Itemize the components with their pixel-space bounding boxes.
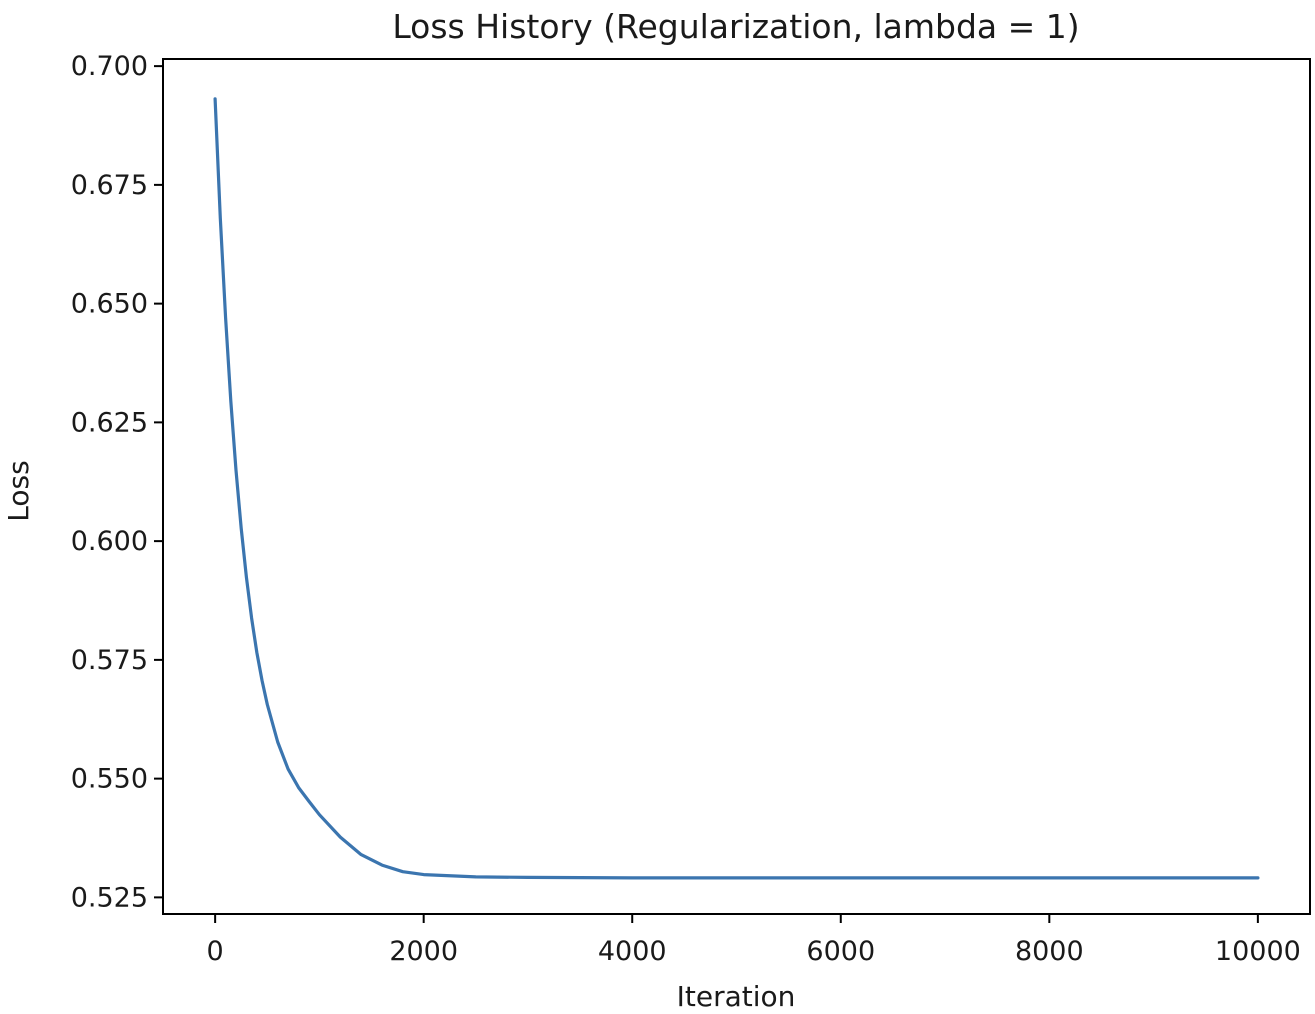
x-tick-label: 2000 <box>389 936 458 967</box>
x-tick-label: 6000 <box>806 936 875 967</box>
y-tick-label: 0.675 <box>71 170 148 201</box>
x-axis-label: Iteration <box>677 980 796 1013</box>
y-axis-ticks: 0.525 0.550 0.575 0.600 0.625 0.650 0.675 0.700 <box>71 51 163 913</box>
y-tick-label: 0.650 <box>71 289 148 320</box>
y-tick-label: 0.700 <box>71 51 148 82</box>
plot-area <box>162 58 1311 915</box>
y-tick-label: 0.625 <box>71 407 148 438</box>
x-tick-label: 0 <box>207 936 224 967</box>
y-tick-label: 0.550 <box>71 764 148 795</box>
y-tick-label: 0.600 <box>71 526 148 557</box>
x-tick-label: 8000 <box>1015 936 1084 967</box>
axes-frame <box>162 58 1311 915</box>
y-tick-label: 0.525 <box>71 882 148 913</box>
chart-title: Loss History (Regularization, lambda = 1… <box>392 7 1079 46</box>
x-tick-label: 10000 <box>1215 936 1301 967</box>
x-tick-label: 4000 <box>598 936 667 967</box>
y-axis-label: Loss <box>2 460 35 521</box>
x-axis-ticks: 0 2000 4000 6000 8000 10000 <box>207 914 1301 967</box>
loss-series-line <box>213 97 1260 880</box>
y-tick-label: 0.575 <box>71 645 148 676</box>
